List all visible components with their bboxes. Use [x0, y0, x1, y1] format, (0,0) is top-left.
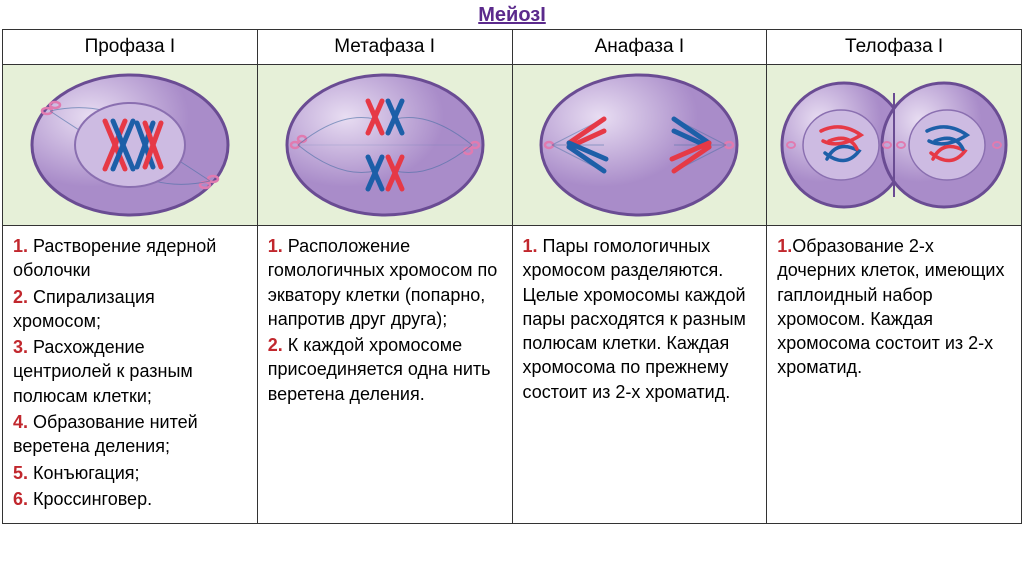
telophase-desc: 1.Образование 2-х дочерних клеток, имеющ…: [767, 226, 1022, 524]
anaphase-desc: 1. Пары гомологичных хромосом разделяютс…: [512, 226, 767, 524]
prophase-desc: 1. Растворение ядерной оболочки2. Спирал…: [3, 226, 258, 524]
diagram-row: [3, 65, 1022, 226]
telophase-diagram-cell: [767, 65, 1022, 226]
anaphase-diagram-cell: [512, 65, 767, 226]
prophase-diagram: [25, 71, 235, 219]
col-header-telophase: Телофаза I: [767, 30, 1022, 65]
page-title: МейозI: [0, 0, 1024, 29]
description-row: 1. Растворение ядерной оболочки2. Спирал…: [3, 226, 1022, 524]
metaphase-desc: 1. Расположение гомологичных хромосом по…: [257, 226, 512, 524]
col-header-metaphase: Метафаза I: [257, 30, 512, 65]
col-header-prophase: Профаза I: [3, 30, 258, 65]
prophase-diagram-cell: [3, 65, 258, 226]
header-row: Профаза I Метафаза I Анафаза I Телофаза …: [3, 30, 1022, 65]
meiosis-table: Профаза I Метафаза I Анафаза I Телофаза …: [2, 29, 1022, 524]
metaphase-diagram: [280, 71, 490, 219]
col-header-anaphase: Анафаза I: [512, 30, 767, 65]
metaphase-diagram-cell: [257, 65, 512, 226]
anaphase-diagram: [534, 71, 744, 219]
telophase-diagram: [779, 71, 1009, 219]
